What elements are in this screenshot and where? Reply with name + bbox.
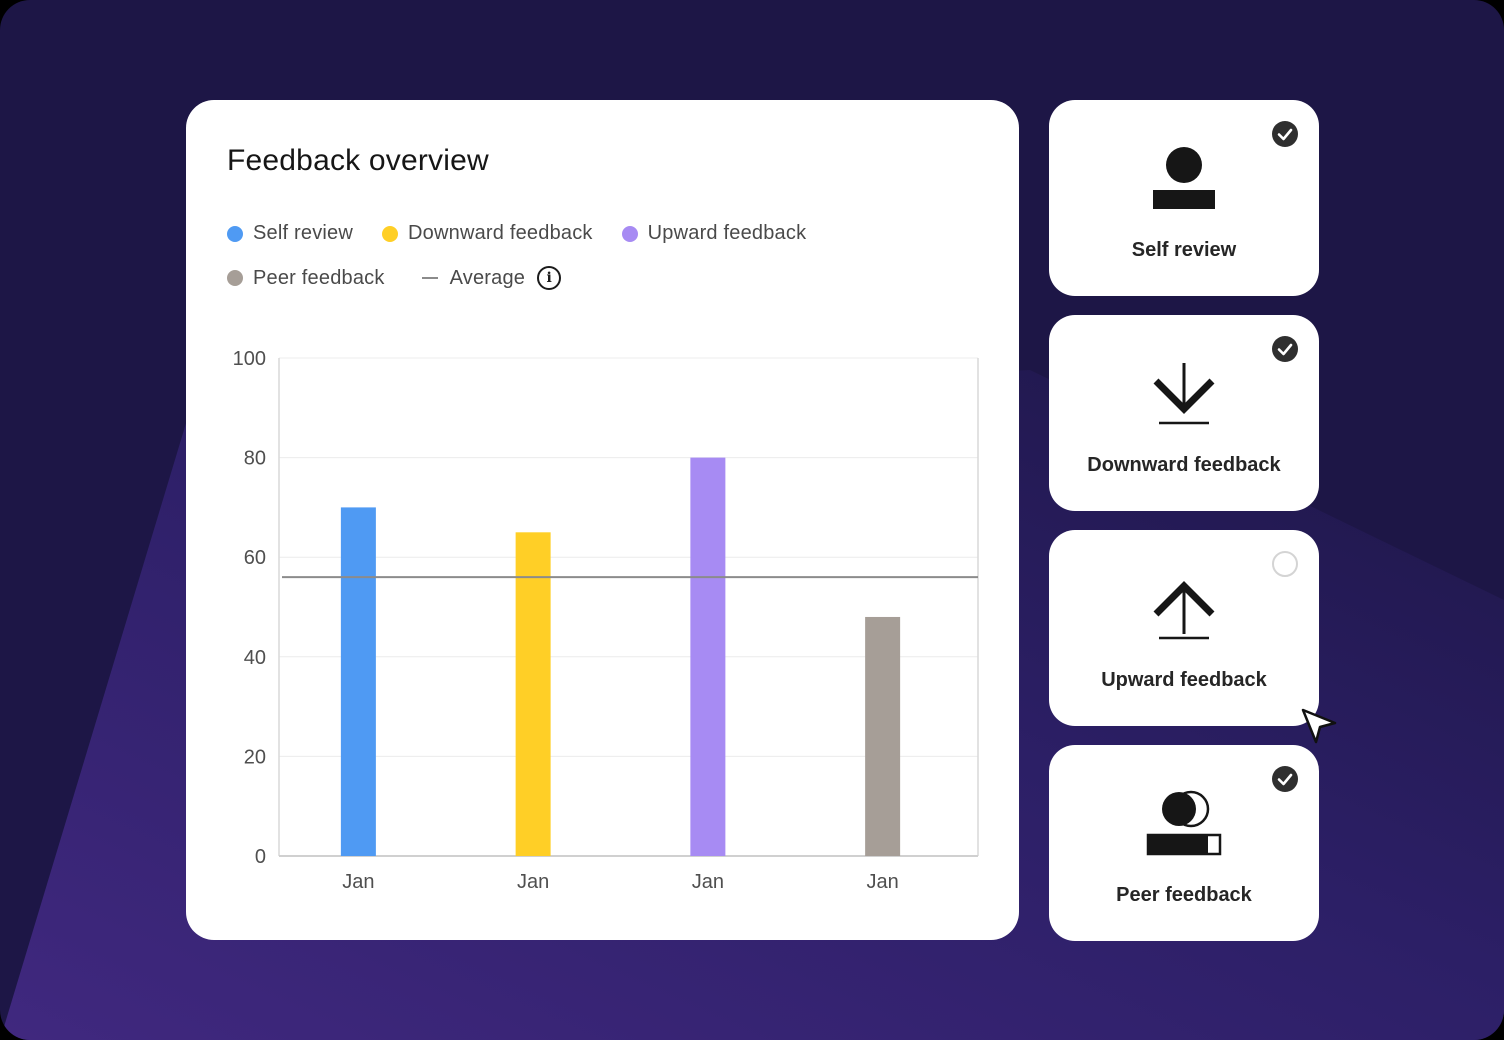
x-tick-label: Jan bbox=[342, 871, 374, 893]
y-tick-label: 40 bbox=[244, 647, 266, 669]
unchecked-circle-icon[interactable] bbox=[1271, 550, 1299, 578]
option-card-self-review[interactable]: Self review bbox=[1049, 100, 1319, 296]
y-tick-label: 0 bbox=[255, 846, 266, 868]
option-label: Upward feedback bbox=[1101, 669, 1267, 691]
checked-icon[interactable] bbox=[1271, 120, 1299, 148]
legend-item-average: Average i bbox=[414, 266, 562, 290]
legend-item-peer-feedback: Peer feedback bbox=[227, 267, 385, 290]
bar bbox=[340, 507, 376, 856]
y-tick-label: 60 bbox=[244, 547, 266, 569]
option-card-upward-feedback[interactable]: Upward feedback bbox=[1049, 530, 1319, 726]
option-label: Peer feedback bbox=[1116, 884, 1252, 906]
option-label: Downward feedback bbox=[1087, 454, 1281, 476]
y-tick-label: 100 bbox=[233, 348, 266, 370]
info-icon[interactable]: i bbox=[537, 266, 562, 290]
bar bbox=[690, 457, 726, 856]
legend-label: Self review bbox=[253, 222, 354, 244]
peers-icon bbox=[1146, 790, 1222, 856]
option-label: Self review bbox=[1131, 239, 1237, 261]
checked-icon[interactable] bbox=[1271, 335, 1299, 363]
legend-swatch bbox=[227, 270, 243, 286]
y-tick-label: 80 bbox=[244, 448, 266, 470]
checked-icon[interactable] bbox=[1271, 765, 1299, 793]
legend-swatch bbox=[227, 225, 243, 242]
legend-item-self-review: Self review bbox=[227, 222, 353, 245]
y-tick-label: 20 bbox=[244, 746, 266, 768]
option-card-downward-feedback[interactable]: Downward feedback bbox=[1049, 315, 1319, 511]
option-card-peer-feedback[interactable]: Peer feedback bbox=[1049, 745, 1319, 941]
arrow-up-icon bbox=[1153, 581, 1215, 640]
bar bbox=[865, 616, 901, 856]
bar bbox=[515, 532, 551, 856]
person-icon bbox=[1153, 147, 1215, 209]
legend-item-upward-feedback: Upward feedback bbox=[621, 222, 807, 245]
legend-label: Downward feedback bbox=[408, 222, 593, 244]
x-tick-label: Jan bbox=[517, 871, 549, 893]
chart-legend-row-2: Peer feedback Average i bbox=[227, 266, 590, 290]
average-line-swatch bbox=[421, 277, 438, 279]
mouse-cursor-icon bbox=[1301, 708, 1337, 744]
arrow-down-icon bbox=[1153, 363, 1215, 425]
legend-swatch bbox=[621, 225, 638, 242]
legend-swatch bbox=[382, 225, 399, 242]
legend-item-downward-feedback: Downward feedback bbox=[382, 222, 593, 245]
feedback-overview-card: Feedback overview Self review Downward f… bbox=[186, 100, 1019, 940]
chart-legend: Self review Downward feedback Upward fee… bbox=[227, 222, 835, 245]
legend-label: Average bbox=[449, 266, 526, 289]
legend-label: Peer feedback bbox=[253, 266, 385, 289]
x-tick-label: Jan bbox=[867, 871, 899, 893]
bar-chart: 0 20 40 60 80 100 Jan Jan Jan Jan bbox=[233, 348, 979, 893]
legend-label: Upward feedback bbox=[647, 222, 807, 244]
x-tick-label: Jan bbox=[692, 871, 724, 893]
chart-title: Feedback overview bbox=[227, 144, 489, 177]
